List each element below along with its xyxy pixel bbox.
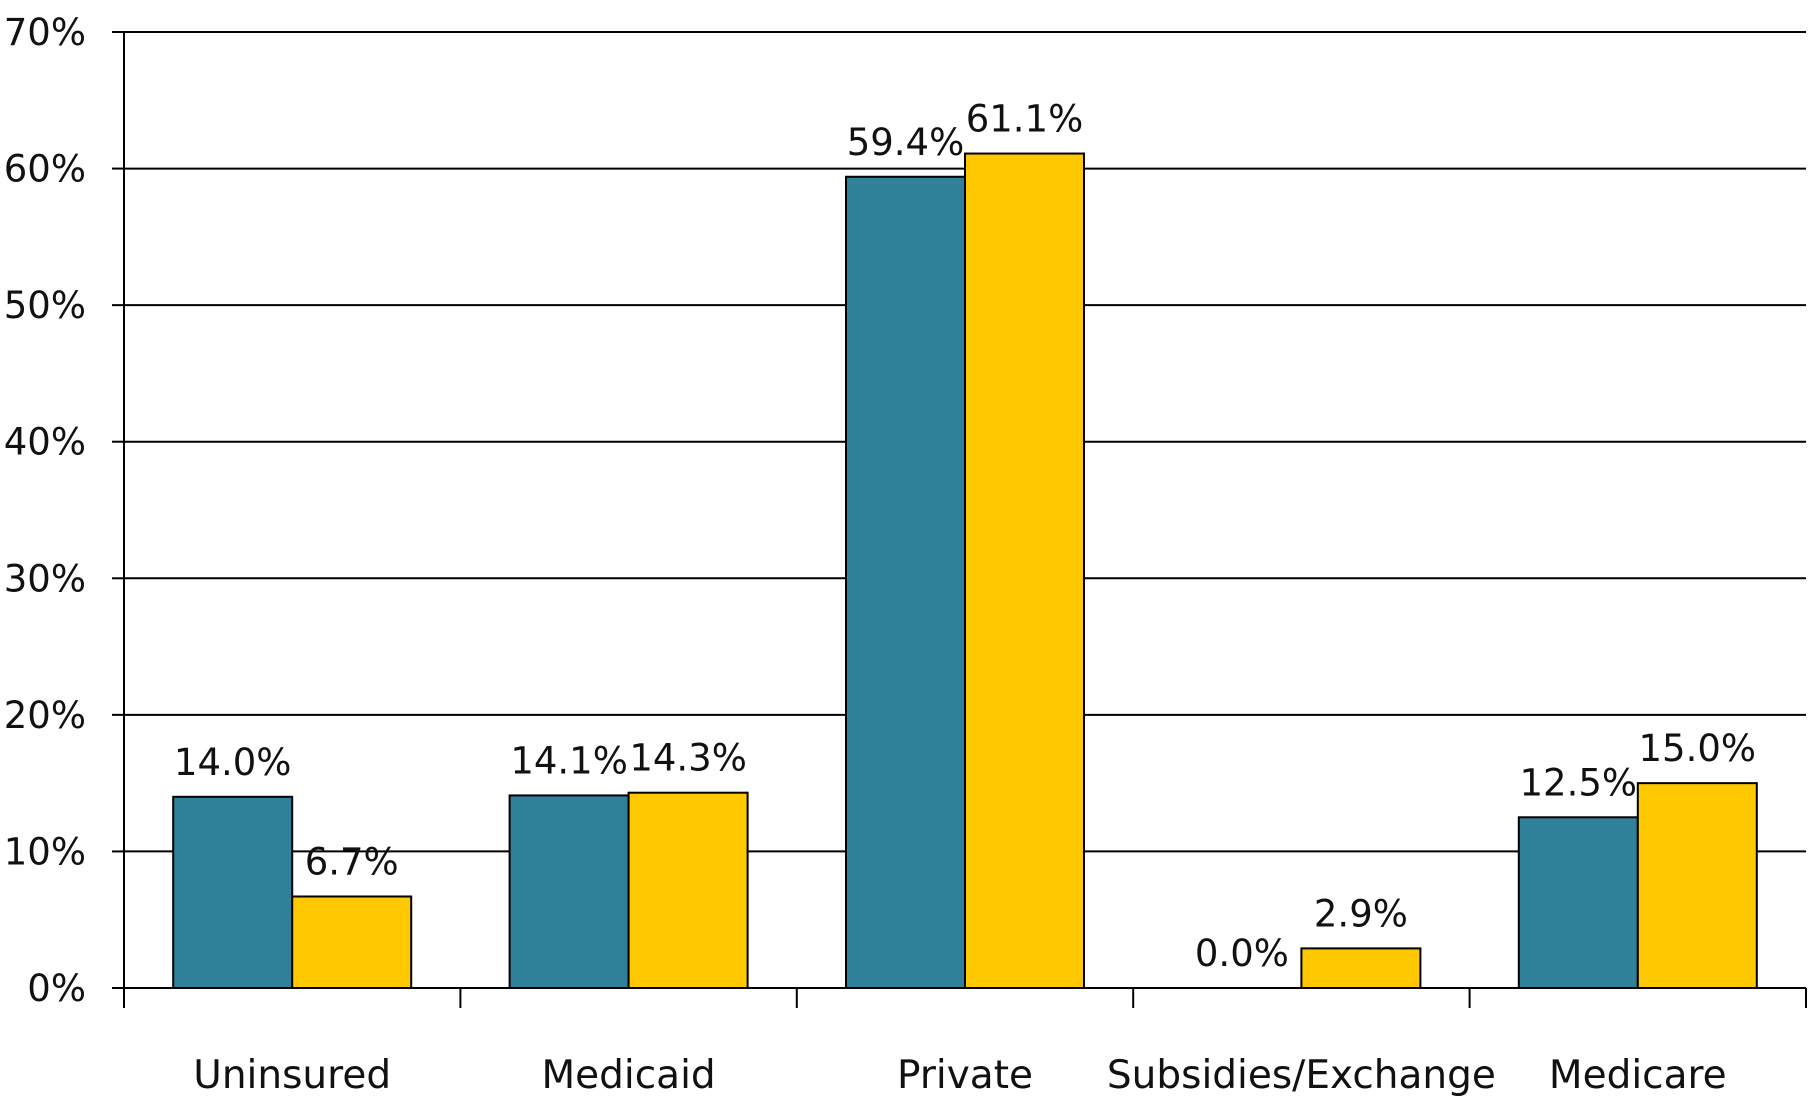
labels: 0% 10% 20% 30% 40% 50% 60% 70% Uninsured 14.0% 6.7… [4, 11, 1756, 1098]
y-tick-label: 20% [4, 694, 86, 737]
bar-series-2 [964, 152, 1085, 989]
bar-series-2 [291, 895, 413, 989]
data-label: 2.9% [1314, 892, 1408, 935]
data-label: 61.1% [966, 98, 1084, 141]
y-tick-label: 0% [27, 967, 86, 1010]
y-tick-label: 70% [4, 11, 86, 54]
x-category-label: Uninsured [193, 1053, 391, 1098]
y-tick-label: 60% [4, 148, 86, 191]
bar-series-1 [508, 794, 630, 989]
y-tick-label: 50% [4, 284, 86, 327]
data-label: 14.0% [174, 741, 292, 784]
bar-series-2 [627, 791, 749, 990]
data-label: 15.0% [1639, 727, 1757, 770]
data-label: 6.7% [305, 840, 399, 883]
data-label: 59.4% [847, 121, 965, 164]
bar-series-1 [172, 795, 294, 989]
data-label: 14.3% [629, 737, 747, 780]
data-label: 0.0% [1195, 932, 1289, 975]
bars [172, 152, 1758, 990]
bar-series-1 [845, 175, 966, 990]
data-label: 14.1% [510, 739, 628, 782]
y-tick-label: 30% [4, 557, 86, 600]
x-category-label: Private [897, 1053, 1033, 1098]
y-tick-label: 40% [4, 421, 86, 464]
x-category-label: Medicare [1549, 1053, 1727, 1098]
bar-series-1 [1517, 816, 1639, 989]
axes [112, 31, 1807, 1008]
x-category-label: Medicaid [542, 1053, 716, 1098]
x-category-label: Subsidies/Exchange [1107, 1053, 1496, 1098]
data-label: 12.5% [1520, 761, 1638, 804]
bar-series-2 [1636, 782, 1758, 990]
y-tick-label: 10% [4, 830, 86, 873]
bar-series-2 [1300, 947, 1422, 989]
